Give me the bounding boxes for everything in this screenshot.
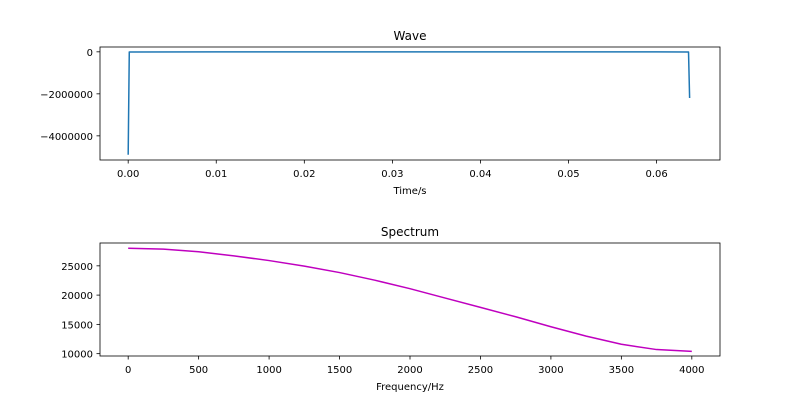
wave-ytick-label: −2000000 xyxy=(40,90,93,101)
wave-x-axis-label: Time/s xyxy=(392,186,426,197)
wave-chart-title: Wave xyxy=(394,29,427,43)
wave-panel: 0.00 0.01 0.02 0.03 0.04 0.05 0.06 0 −2000000 −40… xyxy=(40,29,721,197)
spectrum-xtick-label: 1000 xyxy=(256,365,281,376)
spectrum-xtick-label: 4000 xyxy=(679,365,704,376)
wave-ytick-label: 0 xyxy=(87,48,93,59)
spectrum-xtick-label: 3000 xyxy=(538,365,563,376)
wave-xtick-label: 0.03 xyxy=(381,169,403,180)
spectrum-xtick-label: 1500 xyxy=(327,365,352,376)
spectrum-axes-frame xyxy=(99,242,721,357)
wave-xtick-label: 0.01 xyxy=(205,169,227,180)
wave-xtick-label: 0.04 xyxy=(469,169,491,180)
spectrum-ytick-label: 25000 xyxy=(61,262,93,273)
spectrum-xtick-label: 2500 xyxy=(468,365,493,376)
spectrum-x-axis-label: Frequency/Hz xyxy=(376,382,444,393)
spectrum-ytick-label: 10000 xyxy=(61,350,93,361)
spectrum-panel: 0 500 1000 1500 2000 2500 3000 3500 4000 10000 150… xyxy=(61,225,721,393)
wave-series-line xyxy=(127,51,691,155)
spectrum-ytick-label: 20000 xyxy=(61,291,93,302)
wave-ytick-label: −4000000 xyxy=(40,132,93,143)
spectrum-series-line xyxy=(128,247,692,353)
spectrum-ytick-label: 15000 xyxy=(61,320,93,331)
spectrum-xtick-label: 0 xyxy=(125,365,131,376)
wave-xtick-label: 0.00 xyxy=(117,169,139,180)
wave-axes-frame xyxy=(99,46,721,161)
wave-xtick-label: 0.05 xyxy=(557,169,579,180)
spectrum-xtick-label: 3500 xyxy=(609,365,634,376)
wave-xtick-label: 0.06 xyxy=(645,169,667,180)
spectrum-xtick-label: 2000 xyxy=(397,365,422,376)
spectrum-chart-title: Spectrum xyxy=(381,225,439,239)
spectrum-xtick-label: 500 xyxy=(189,365,208,376)
wave-xtick-label: 0.02 xyxy=(293,169,315,180)
